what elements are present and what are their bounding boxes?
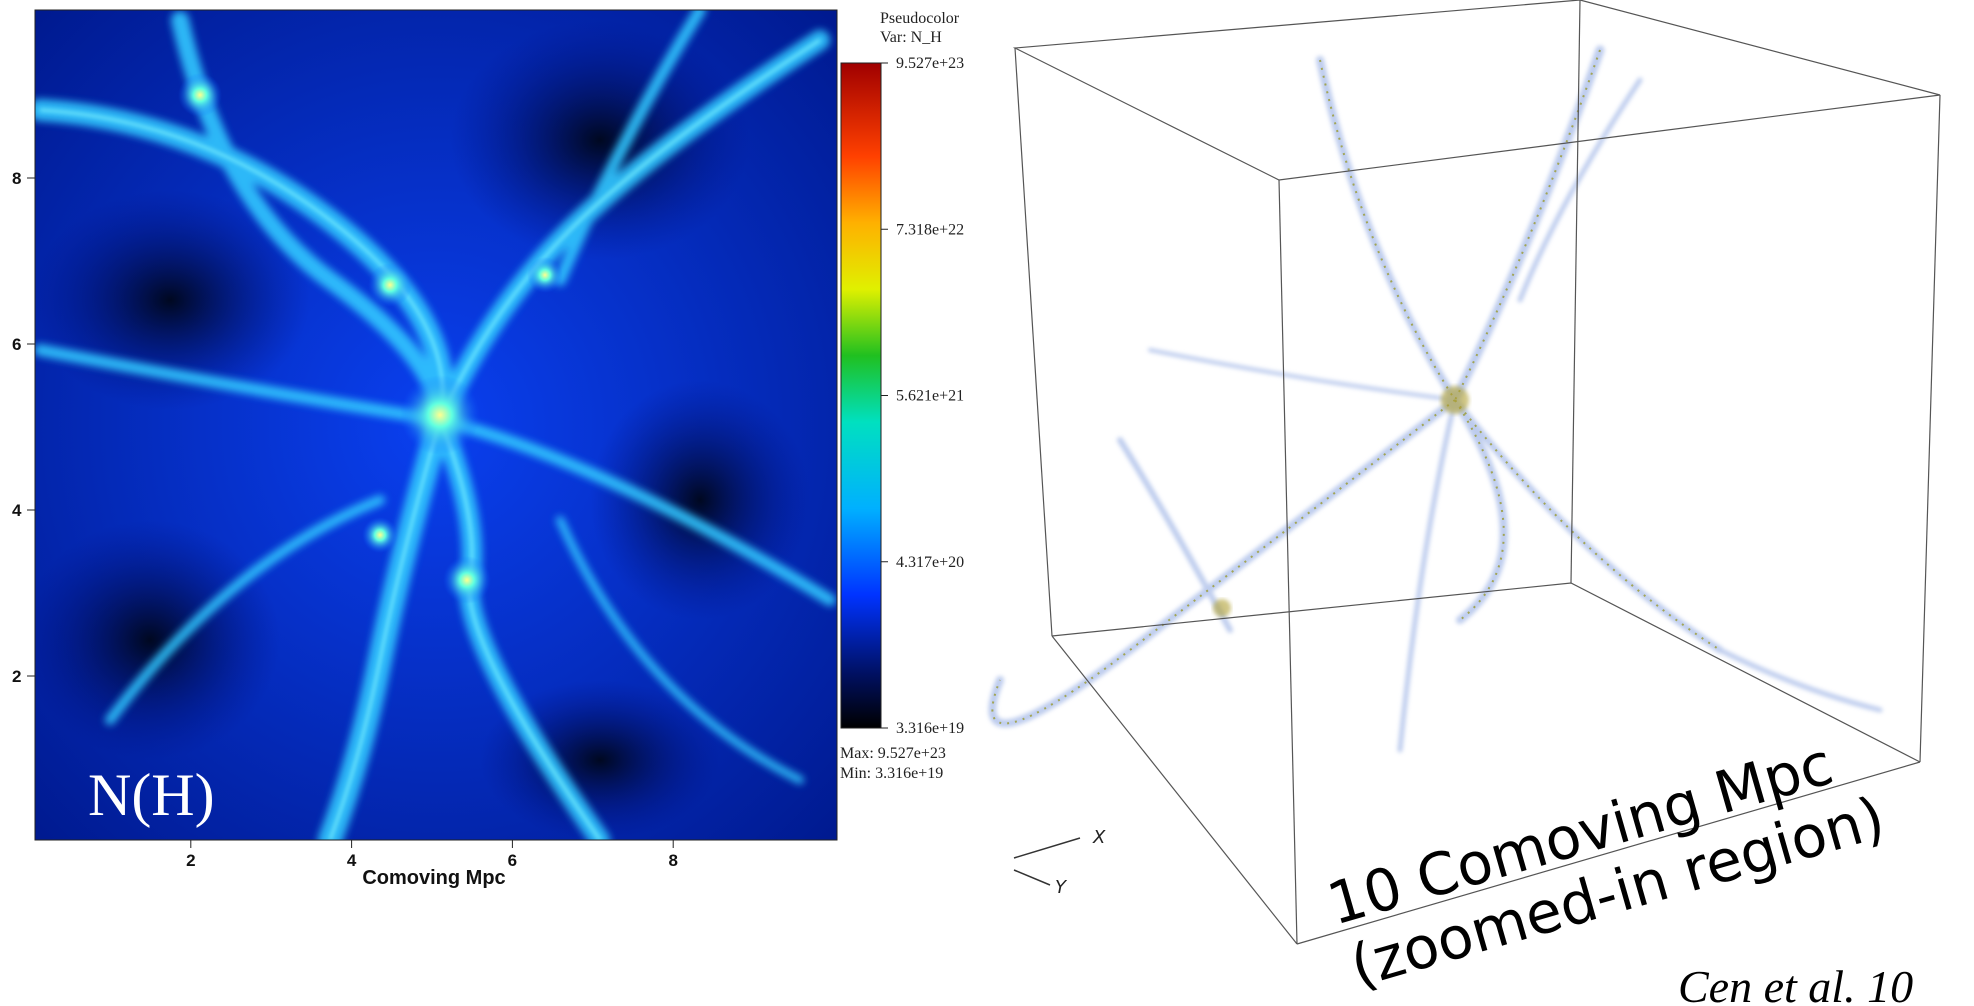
legend-title: Pseudocolor xyxy=(880,10,960,27)
x-tick-label: 2 xyxy=(186,851,195,870)
density-map xyxy=(20,10,837,840)
x-tick-label: 8 xyxy=(668,851,677,870)
legend-max: Max: 9.527e+23 xyxy=(840,745,946,762)
colorbar-label: 7.318e+22 xyxy=(896,221,964,238)
legend-min: Min: 3.316e+19 xyxy=(840,765,943,782)
colorbar-label: 5.621e+21 xyxy=(896,388,964,405)
y-tick-label: 4 xyxy=(12,501,22,520)
citation: Cen et al. 10 xyxy=(1678,961,1913,1006)
y-tick-label: 6 xyxy=(12,335,21,354)
colorbar-label: 4.317e+20 xyxy=(896,554,964,571)
y-tick-label: 2 xyxy=(12,667,21,686)
axis-y-label: Y xyxy=(1055,877,1068,898)
colorbar-label: 3.316e+19 xyxy=(896,720,964,737)
y-tick-label: 8 xyxy=(12,169,21,188)
x-axis-label: Comoving Mpc xyxy=(362,867,505,889)
colorbar-label: 9.527e+23 xyxy=(896,55,964,72)
x-tick-label: 6 xyxy=(508,851,517,870)
x-tick-label: 4 xyxy=(347,851,357,870)
legend-variable: Var: N_H xyxy=(880,29,942,46)
colorbar xyxy=(841,63,881,728)
overlay-label: N(H) xyxy=(88,762,215,828)
axis-x-label: X xyxy=(1092,827,1106,848)
slide: Pseudocolor Var: N_H 9.527e+23 7.318e+22 5… xyxy=(0,0,1974,1006)
